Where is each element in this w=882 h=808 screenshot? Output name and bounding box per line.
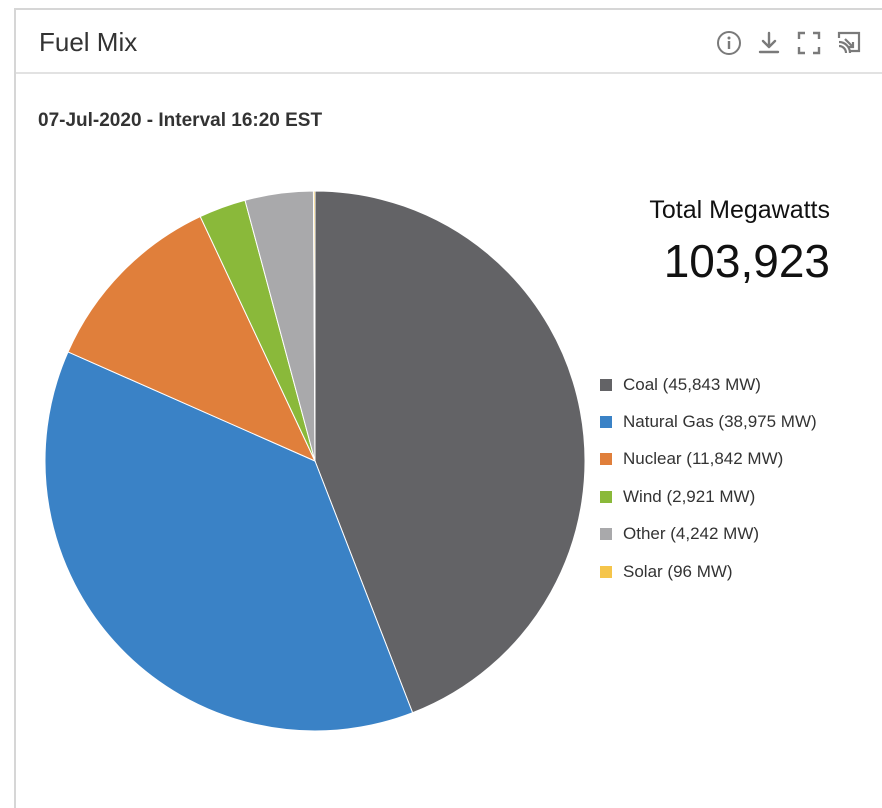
pie-slice-nuclear[interactable] (67, 215, 317, 462)
legend-item-coal[interactable]: Coal (45,843 MW) (600, 366, 817, 403)
legend-swatch (600, 490, 612, 503)
pie-slice-coal[interactable] (314, 190, 586, 714)
legend-label: Nuclear (11,842 MW) (623, 449, 784, 469)
panel-title: Fuel Mix (39, 27, 138, 57)
chart-subtitle: 07-Jul-2020 - Interval 16:20 EST (38, 110, 323, 131)
legend-swatch (600, 565, 612, 578)
fullscreen-icon[interactable] (796, 30, 822, 56)
info-icon[interactable] (716, 30, 742, 56)
legend-item-other[interactable]: Other (4,242 MW) (600, 516, 817, 553)
legend-swatch (600, 453, 612, 466)
legend-swatch (600, 416, 612, 429)
legend-item-nuclear[interactable]: Nuclear (11,842 MW) (600, 441, 817, 478)
chart-legend: Coal (45,843 MW) Natural Gas (38,975 MW) N… (600, 366, 817, 590)
header-toolbar (716, 30, 862, 56)
legend-label: Wind (2,921 MW) (623, 486, 756, 506)
legend-swatch (600, 528, 612, 541)
legend-label: Coal (45,843 MW) (623, 374, 761, 394)
download-icon[interactable] (756, 30, 782, 56)
pie-slice-natural-gas[interactable] (44, 351, 414, 732)
legend-item-wind[interactable]: Wind (2,921 MW) (600, 478, 817, 515)
total-megawatts-value: 103,923 (663, 235, 830, 287)
legend-label: Solar (96 MW) (623, 561, 733, 581)
pie-slice-solar[interactable] (312, 190, 316, 462)
cast-icon[interactable] (836, 30, 862, 56)
legend-item-natural-gas[interactable]: Natural Gas (38,975 MW) (600, 403, 817, 440)
total-megawatts-label: Total Megawatts (649, 196, 830, 224)
legend-swatch (600, 378, 612, 391)
panel-header: Fuel Mix (16, 10, 882, 74)
legend-label: Other (4,242 MW) (623, 524, 760, 544)
legend-label: Natural Gas (38,975 MW) (623, 412, 817, 432)
legend-item-solar[interactable]: Solar (96 MW) (600, 553, 817, 590)
